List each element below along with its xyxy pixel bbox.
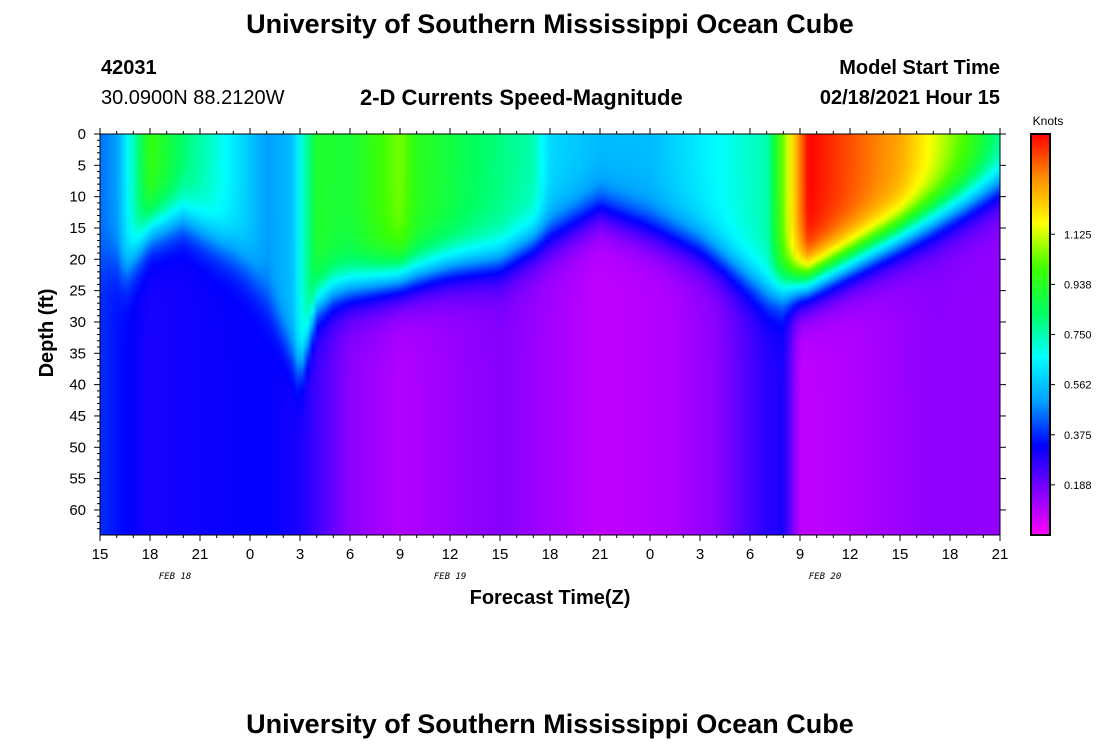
x-tick-label: 18 <box>142 546 159 563</box>
y-tick-label: 25 <box>69 283 86 300</box>
x-tick-label: 15 <box>492 546 509 563</box>
y-tick-label: 10 <box>69 189 86 206</box>
x-tick-label: 15 <box>892 546 909 563</box>
colorbar-tick-label: 0.375 <box>1064 430 1092 442</box>
x-tick-label: 0 <box>246 546 254 563</box>
station-coordinates: 30.0900N 88.2120W <box>101 87 285 109</box>
x-tick-label: 0 <box>646 546 654 563</box>
y-tick-label: 35 <box>69 345 86 362</box>
y-tick-label: 45 <box>69 408 86 425</box>
station-id: 42031 <box>101 57 157 79</box>
colorbar-tick-label: 1.125 <box>1064 229 1092 241</box>
x-tick-label: 18 <box>542 546 559 563</box>
x-tick-label: 12 <box>842 546 859 563</box>
x-tick-label: 3 <box>696 546 704 563</box>
x-axis-label: Forecast Time(Z) <box>470 587 631 609</box>
y-tick-label: 40 <box>69 377 86 394</box>
x-tick-label: 6 <box>346 546 354 563</box>
x-tick-label: 6 <box>746 546 754 563</box>
x-axis: 15 18 21 0 3 6 9 12 15 18 21 0 3 6 9 12 15 18 21 <box>92 128 1009 563</box>
colorbar-tick-label: 0.750 <box>1064 330 1092 342</box>
y-tick-label: 60 <box>69 502 86 519</box>
x-tick-label: 12 <box>442 546 459 563</box>
x-tick-label: 15 <box>92 546 109 563</box>
colorbar-tick-label: 0.938 <box>1064 279 1092 291</box>
colorbar-tick-label: 0.562 <box>1064 380 1092 392</box>
x-tick-label: 21 <box>592 546 609 563</box>
x-tick-label: 18 <box>942 546 959 563</box>
page-title: University of Southern Mississippi Ocean… <box>246 9 854 39</box>
y-tick-label: 30 <box>69 314 86 331</box>
date-label: FEB 20 <box>809 572 842 582</box>
model-start-label: Model Start Time <box>839 57 1000 79</box>
y-axis-label: Depth (ft) <box>36 289 58 378</box>
x-tick-label: 21 <box>192 546 209 563</box>
current-speed-heatmap <box>100 134 1000 535</box>
date-label: FEB 19 <box>434 572 467 582</box>
colorbar-tick-label: 0.188 <box>1064 480 1092 492</box>
colorbar-ticks: 0.188 0.375 0.562 0.750 0.938 1.125 <box>1050 229 1092 492</box>
x-tick-label: 9 <box>796 546 804 563</box>
y-axis: 0 5 10 15 20 25 30 35 40 45 50 55 60 <box>69 126 1006 530</box>
x-tick-label: 21 <box>992 546 1009 563</box>
y-tick-label: 50 <box>69 439 86 456</box>
y-tick-label: 15 <box>69 220 86 237</box>
model-start-value: 02/18/2021 Hour 15 <box>819 87 1000 109</box>
colorbar <box>1030 133 1051 536</box>
y-tick-label: 20 <box>69 251 86 268</box>
date-labels: FEB 18 FEB 19 FEB 20 <box>159 572 842 582</box>
date-label: FEB 18 <box>159 572 192 582</box>
y-tick-label: 55 <box>69 471 86 488</box>
page-footer-title: University of Southern Mississippi Ocean… <box>246 709 854 739</box>
y-tick-label: 5 <box>78 157 86 174</box>
x-tick-label: 9 <box>396 546 404 563</box>
chart-title: 2-D Currents Speed-Magnitude <box>360 85 683 110</box>
x-tick-label: 3 <box>296 546 304 563</box>
y-tick-label: 0 <box>78 126 86 143</box>
colorbar-title: Knots <box>1033 114 1064 128</box>
